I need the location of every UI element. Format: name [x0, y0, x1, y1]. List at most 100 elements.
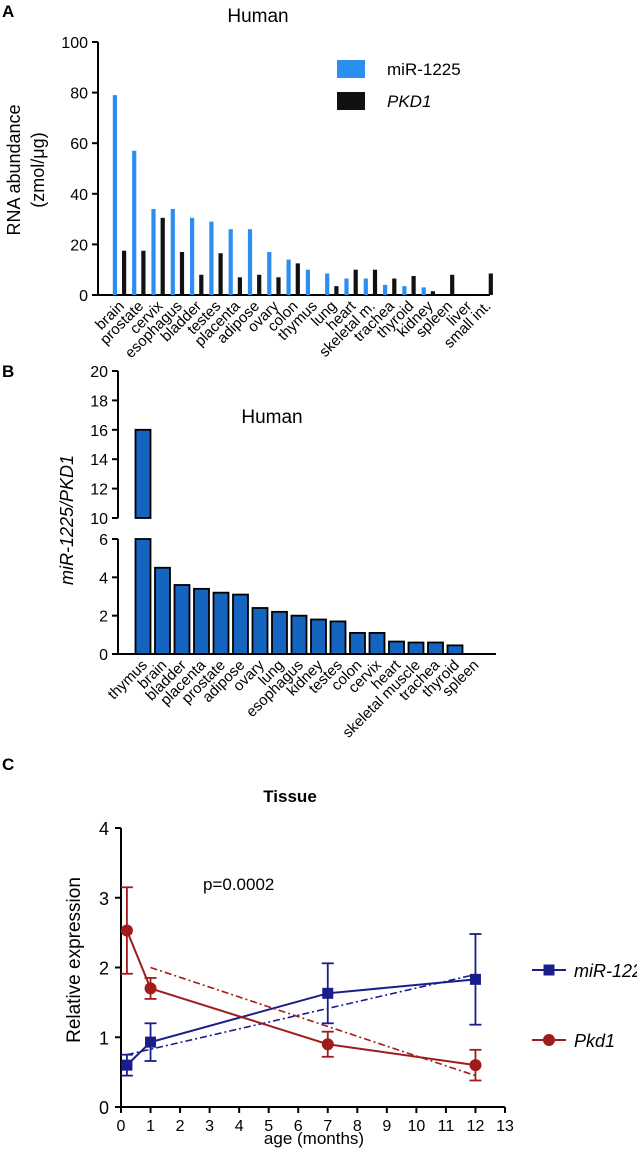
bar-ratio-kidney	[310, 618, 327, 655]
bar-ratio-adipose	[232, 593, 249, 655]
bar-mir1225-prostate	[132, 150, 137, 295]
bar-mir1225-cervix	[151, 208, 156, 295]
panel-c-label: C	[2, 755, 14, 774]
panel-c-xtick-label: 8	[353, 1118, 362, 1135]
panel-c-legend: miR-1225 Pkd1	[532, 961, 637, 1051]
bar-ratio-prostate	[212, 591, 230, 655]
panel-a-ylabel: RNA abundance (zmol/μg)	[4, 104, 48, 235]
panel-b-ytick-label: 20	[90, 364, 108, 381]
bar-ratio-testes	[329, 620, 347, 655]
panel-a-ylabel-line2: (zmol/μg)	[28, 132, 48, 207]
panel-c-xtick-label: 2	[176, 1118, 185, 1135]
bar-mir1225-colon	[286, 259, 291, 295]
bar-pkd1-testes	[218, 253, 223, 295]
bar-mir1225-placenta	[228, 229, 233, 295]
bar-mir1225-ovary	[267, 251, 272, 295]
bar-pkd1-trachea	[392, 278, 397, 295]
panel-b-xlabels: thymusbrainbladderplacentaprostateadipos…	[105, 656, 483, 741]
panel-b-ytick-label: 12	[90, 482, 108, 499]
legend-marker-pkd1	[543, 1034, 555, 1046]
panel-b-title: Human	[241, 407, 302, 428]
panel-c-pvalue: p=0.0002	[203, 875, 274, 894]
panel-a-ytick-label: 0	[79, 288, 88, 305]
panel-c-xtick-label: 5	[264, 1118, 273, 1135]
panel-c-plot	[120, 886, 482, 1082]
bar-mir1225-testes	[209, 221, 214, 295]
bar-ratio-colon	[349, 632, 366, 655]
panel-a-ytick-label: 100	[61, 35, 88, 52]
bar-mir1225-esophagus	[170, 208, 175, 295]
bar-pkd1-esophagus	[179, 251, 185, 295]
panel-c-xtick-label: 4	[235, 1118, 244, 1135]
panel-a-ytick-label: 40	[70, 187, 88, 204]
bar-mir1225-kidney	[421, 287, 426, 295]
panel-a-title: Human	[227, 6, 288, 27]
panel-b-ytick-label: 6	[99, 532, 108, 549]
bar-mir1225-skeletal-m-	[363, 278, 368, 295]
panel-a-label: A	[2, 2, 14, 21]
panel-a-ylabel-line1: RNA abundance	[4, 104, 24, 235]
legend-marker-mir1225	[543, 964, 555, 976]
bar-mir1225-thymus	[305, 269, 310, 295]
bar-pkd1-brain	[122, 250, 127, 295]
legend-label-pkd1: Pkd1	[574, 1031, 615, 1051]
bar-mir1225-trachea	[383, 284, 388, 295]
bar-ratio-ovary	[251, 607, 269, 655]
panel-b-bars	[134, 428, 464, 655]
point-mir1225	[469, 973, 481, 985]
panel-a-ytick-label: 60	[70, 136, 88, 153]
panel-c-title: Tissue	[263, 787, 317, 806]
bar-mir1225-brain	[112, 95, 117, 295]
bar-ratio-placenta	[193, 587, 210, 655]
panel-b-ytick-label: 4	[99, 570, 108, 587]
panel-a-legend: miR-1225 PKD1	[337, 60, 461, 111]
panel-c-ytick-label: 2	[99, 959, 109, 979]
bar-mir1225-thyroid	[402, 286, 407, 295]
bar-pkd1-prostate	[141, 250, 146, 295]
panel-c-xtick-label: 10	[407, 1118, 425, 1135]
bar-ratio-heart	[388, 640, 405, 655]
legend-label-mir1225: miR-1225	[574, 961, 637, 981]
point-mir1225	[322, 987, 334, 999]
bar-pkd1-adipose	[257, 274, 262, 295]
panel-a-ytick-label: 80	[70, 86, 88, 103]
bar-ratio-thymus-lower	[134, 538, 152, 655]
bar-pkd1-thyroid	[411, 276, 416, 295]
bar-pkd1-kidney	[430, 291, 435, 295]
bar-pkd1-ovary	[276, 277, 281, 295]
legend-label-pkd1: PKD1	[387, 92, 431, 111]
panel-c-xtick-label: 9	[382, 1118, 391, 1135]
panel-b-ytick-label: 14	[90, 452, 108, 469]
bar-pkd1-placenta	[237, 277, 242, 295]
bar-pkd1-spleen	[450, 274, 455, 295]
bar-pkd1-bladder	[199, 274, 204, 295]
panel-b-ytick-label: 16	[90, 423, 108, 440]
bar-ratio-thyroid	[446, 644, 464, 655]
bar-ratio-bladder	[173, 584, 191, 655]
panel-b-ytick-label: 0	[99, 647, 108, 664]
panel-a-ytick-label: 20	[70, 237, 88, 254]
bar-mir1225-bladder	[190, 217, 195, 295]
bar-ratio-skeletal-muscle	[407, 641, 425, 655]
bar-pkd1-colon	[295, 263, 300, 295]
bar-ratio-cervix	[368, 632, 386, 655]
point-pkd1	[469, 1059, 482, 1072]
bar-pkd1-heart	[353, 269, 358, 295]
panel-b-ylabel: miR-1225/PKD1	[57, 455, 77, 585]
legend-label-mir1225: miR-1225	[387, 60, 461, 79]
panel-c-xtick-label: 1	[146, 1118, 155, 1135]
point-mir1225	[145, 1036, 157, 1048]
panel-b-ytick-label: 2	[99, 609, 108, 626]
point-pkd1	[321, 1038, 334, 1051]
panel-c-xlabel: age (months)	[264, 1129, 364, 1148]
bar-ratio-esophagus	[290, 614, 308, 655]
bar-mir1225-lung	[325, 273, 330, 295]
panel-a-xlabels: brainprostatecervixesophagusbladderteste…	[92, 297, 494, 362]
bar-mir1225-adipose	[247, 229, 253, 295]
point-pkd1	[120, 924, 133, 937]
panel-c-xtick-label: 0	[117, 1118, 126, 1135]
panel-c-ytick-label: 3	[99, 889, 109, 909]
point-pkd1	[144, 982, 157, 995]
